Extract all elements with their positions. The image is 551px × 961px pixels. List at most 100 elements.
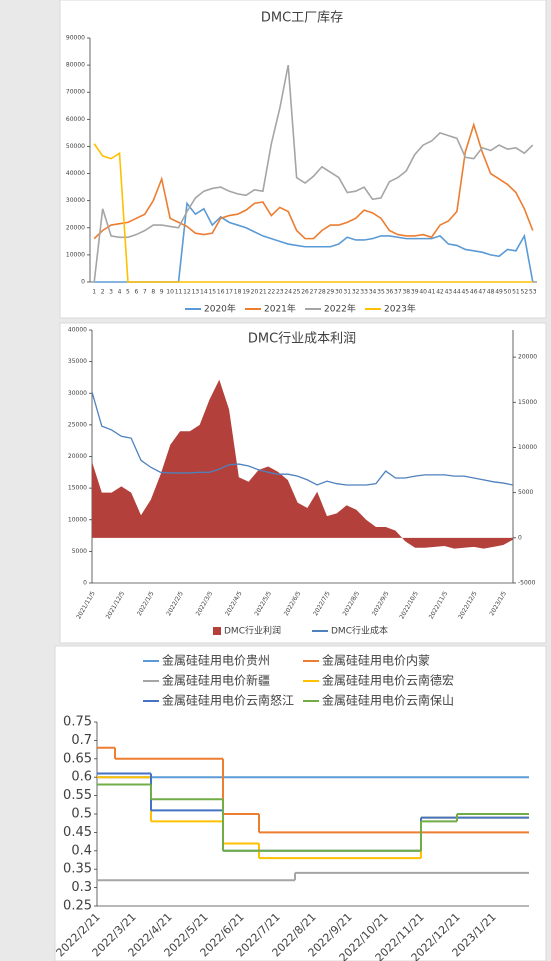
- y-tick-label: 40000: [68, 327, 87, 334]
- y2-tick-label: 5000: [518, 489, 533, 496]
- y-tick-label: 0.35: [63, 862, 92, 877]
- y-tick-label: 0.65: [63, 751, 92, 766]
- y-tick-label: 10000: [66, 251, 85, 258]
- x-tick-label: 46: [470, 289, 478, 296]
- legend-label: 金属硅硅用电价云南德宏: [322, 673, 454, 688]
- x-tick-label: 53: [529, 289, 537, 296]
- x-tick-label: 51: [512, 289, 520, 296]
- x-tick-label: 36: [386, 289, 394, 296]
- y2-tick-label: -5000: [518, 580, 536, 587]
- y-tick-label: 0.25: [63, 899, 92, 914]
- chart-title: DMC工厂库存: [261, 10, 343, 26]
- x-tick-label: 2: [101, 289, 105, 296]
- x-tick-label: 42: [436, 289, 444, 296]
- legend-label: DMC行业利润: [224, 625, 281, 637]
- legend-label: 2022年: [324, 303, 356, 315]
- y-tick-label: 50000: [66, 143, 85, 150]
- x-tick-label: 45: [461, 289, 469, 296]
- x-tick-label: 4: [118, 289, 122, 296]
- x-tick-label: 18: [234, 289, 242, 296]
- x-tick-label: 39: [411, 289, 419, 296]
- x-tick-label: 13: [192, 289, 200, 296]
- y-tick-label: 35000: [68, 358, 87, 365]
- legend-label: 金属硅硅用电价新疆: [162, 673, 270, 688]
- area: [92, 379, 513, 549]
- x-tick-label: 20: [251, 289, 259, 296]
- x-tick-label: 5: [126, 289, 130, 296]
- x-tick-label: 28: [318, 289, 326, 296]
- x-tick-label: 48: [487, 289, 495, 296]
- x-tick-label: 33: [360, 289, 368, 296]
- y-tick-label: 5000: [72, 548, 87, 555]
- x-tick-label: 41: [428, 289, 436, 296]
- x-tick-label: 27: [310, 289, 318, 296]
- x-tick-label: 29: [327, 289, 335, 296]
- x-tick-label: 15: [208, 289, 216, 296]
- x-tick-label: 22: [268, 289, 276, 296]
- x-tick-label: 11: [175, 289, 183, 296]
- y-tick-label: 0.55: [63, 788, 92, 803]
- y-tick-label: 0.4: [71, 843, 92, 858]
- y-tick-label: 0.75: [63, 715, 92, 730]
- y-tick-label: 30000: [66, 197, 85, 204]
- x-tick-label: 37: [394, 289, 402, 296]
- legend-swatch: [213, 627, 221, 635]
- y-tick-label: 40000: [66, 170, 85, 177]
- x-tick-label: 35: [377, 289, 385, 296]
- line: [93, 64, 534, 283]
- y-tick-label: 0: [81, 279, 85, 286]
- x-tick-label: 34: [369, 289, 377, 296]
- x-tick-label: 24: [284, 289, 292, 296]
- y-tick-label: 20000: [68, 453, 87, 460]
- x-tick-label: 50: [504, 289, 512, 296]
- x-tick-label: 43: [445, 289, 453, 296]
- y-tick-label: 60000: [66, 116, 85, 123]
- x-tick-label: 12: [183, 289, 191, 296]
- x-tick-label: 6: [134, 289, 138, 296]
- x-tick-label: 31: [343, 289, 351, 296]
- y-tick-label: 20000: [66, 224, 85, 231]
- x-tick-label: 30: [335, 289, 343, 296]
- y-tick-label: 10000: [68, 516, 87, 523]
- x-tick-label: 52: [521, 289, 529, 296]
- x-tick-label: 9: [160, 289, 164, 296]
- legend-label: 金属硅硅用电价云南怒江: [162, 693, 294, 708]
- line: [91, 391, 514, 486]
- panel: [59, 322, 547, 644]
- line: [93, 122, 534, 240]
- x-tick-label: 10: [166, 289, 174, 296]
- y-tick-label: 70000: [66, 89, 85, 96]
- y-tick-label: 90000: [66, 35, 85, 42]
- y-tick-label: 0.6: [71, 770, 92, 785]
- y-tick-label: 0.3: [71, 880, 92, 895]
- x-tick-label: 40: [419, 289, 427, 296]
- legend-label: 金属硅硅用电价贵州: [162, 653, 270, 668]
- x-tick-label: 1: [92, 289, 96, 296]
- x-tick-label: 8: [151, 289, 155, 296]
- x-tick-label: 7: [143, 289, 147, 296]
- x-tick-label: 26: [301, 289, 309, 296]
- y2-tick-label: 15000: [518, 399, 537, 406]
- x-tick-label: 21: [259, 289, 267, 296]
- y-tick-label: 80000: [66, 62, 85, 69]
- y2-tick-label: 0: [518, 534, 522, 541]
- chart-title: DMC行业成本利润: [248, 332, 356, 347]
- x-tick-label: 3: [109, 289, 113, 296]
- x-tick-label: 32: [352, 289, 360, 296]
- x-tick-label: 23: [276, 289, 284, 296]
- panel: [54, 645, 547, 961]
- x-tick-label: 49: [495, 289, 503, 296]
- x-tick-label: 17: [225, 289, 233, 296]
- y-tick-label: 0.7: [71, 733, 92, 748]
- y2-tick-label: 20000: [518, 354, 537, 361]
- x-tick-label: 25: [293, 289, 301, 296]
- legend-label: 2020年: [204, 303, 236, 315]
- legend-label: DMC行业成本: [331, 625, 388, 637]
- x-tick-label: 19: [242, 289, 250, 296]
- legend-label: 2021年: [264, 303, 296, 315]
- y-tick-label: 30000: [68, 390, 87, 397]
- legend-label: 金属硅硅用电价云南保山: [322, 693, 454, 708]
- x-tick-label: 47: [478, 289, 486, 296]
- y-tick-label: 15000: [68, 485, 87, 492]
